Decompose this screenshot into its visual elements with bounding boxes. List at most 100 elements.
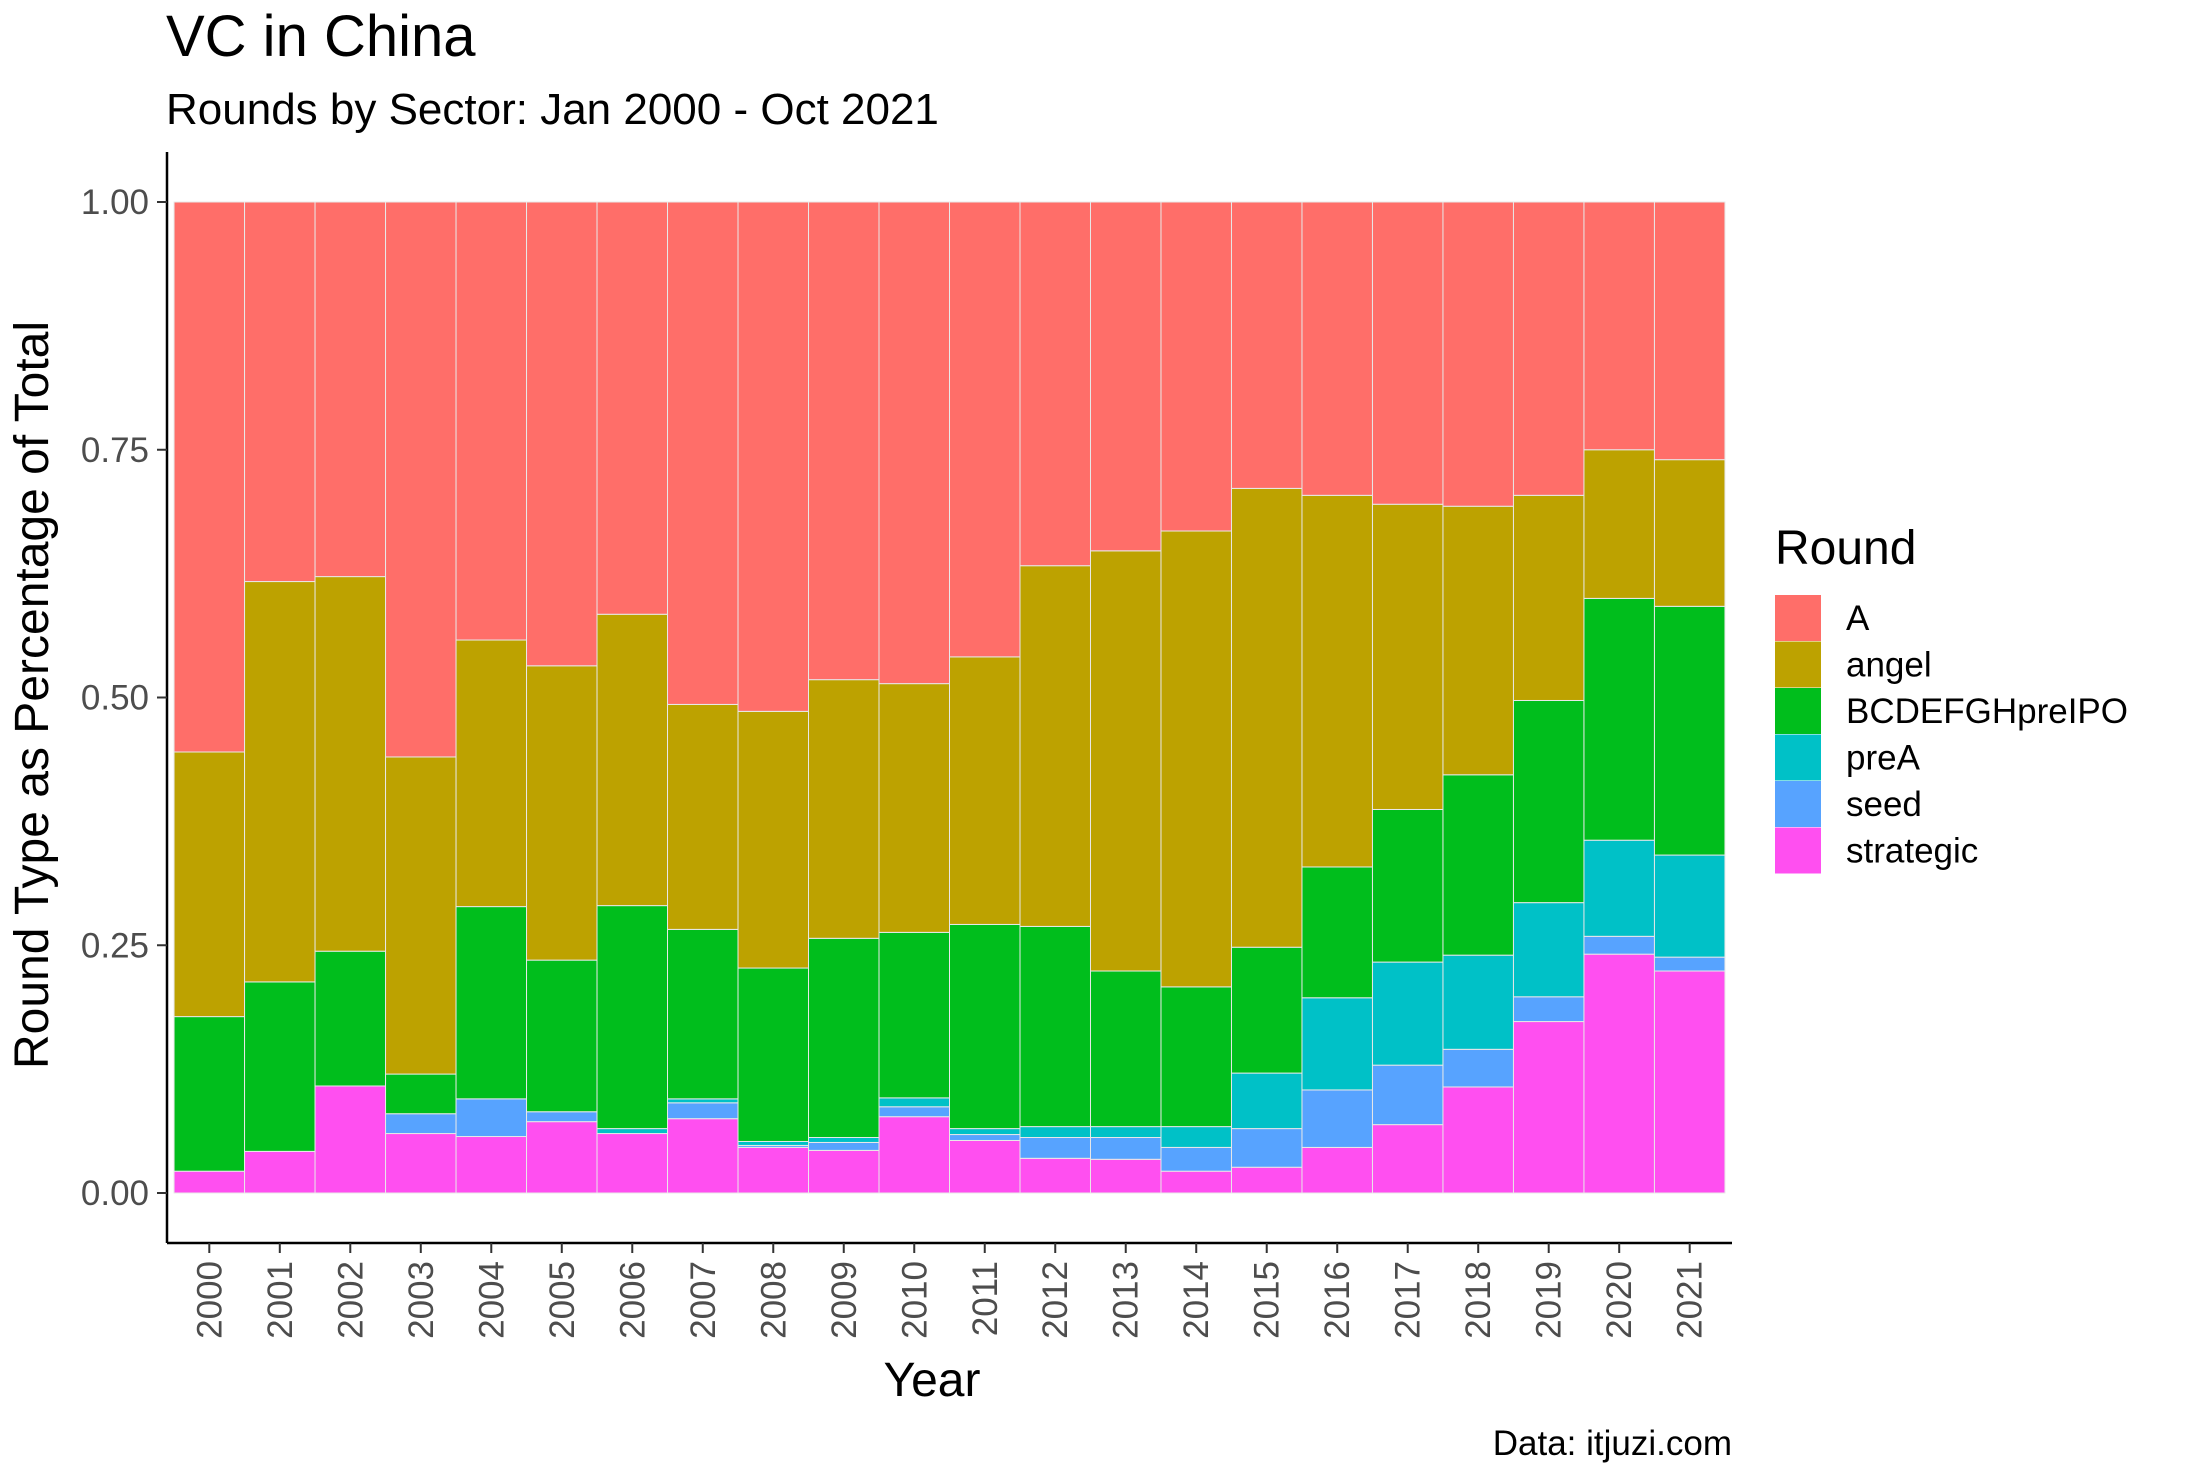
- bar-segment-2016-BCDEFGHpreIPO: [1301, 866, 1373, 999]
- bar-segment-2021-BCDEFGHpreIPO: [1653, 605, 1726, 856]
- bar-segment-2012-A: [1019, 201, 1091, 567]
- bar-segment-2017-preA: [1371, 961, 1444, 1066]
- chart-title: VC in China: [166, 4, 476, 69]
- legend-swatch-A: [1775, 595, 1821, 641]
- bar-segment-2011-angel: [949, 656, 1021, 925]
- bar-segment-2015-A: [1230, 201, 1303, 489]
- bar-segment-2014-BCDEFGHpreIPO: [1160, 986, 1232, 1128]
- x-tick-label-2008: 2008: [754, 1261, 793, 1339]
- x-tick-label-2004: 2004: [472, 1261, 511, 1339]
- x-tick-label-2007: 2007: [684, 1261, 723, 1339]
- bar-segment-2011-strategic: [949, 1139, 1021, 1194]
- bar-segment-2018-seed: [1442, 1048, 1514, 1088]
- x-tick-label-2020: 2020: [1600, 1261, 1639, 1339]
- bar-segment-2000-A: [173, 201, 246, 753]
- bar-segment-2019-strategic: [1512, 1021, 1585, 1194]
- bar-segment-2016-strategic: [1301, 1146, 1373, 1194]
- bar-segment-2000-angel: [173, 751, 246, 1018]
- bar-segment-2016-preA: [1301, 997, 1373, 1091]
- bar-segment-2002-angel: [314, 576, 387, 952]
- bar-segment-2013-angel: [1089, 550, 1162, 972]
- bar-segment-2014-strategic: [1160, 1170, 1232, 1194]
- bar-segment-2002-A: [314, 201, 387, 578]
- bar-segment-2005-A: [526, 201, 598, 667]
- bar-segment-2005-strategic: [526, 1121, 598, 1194]
- bar-segment-2020-A: [1583, 201, 1655, 451]
- bar-segment-2011-BCDEFGHpreIPO: [949, 923, 1021, 1130]
- x-tick-label-2011: 2011: [966, 1261, 1005, 1336]
- legend-swatch-seed: [1775, 781, 1821, 827]
- bar-segment-2013-strategic: [1089, 1158, 1162, 1194]
- bar-segment-2004-seed: [455, 1098, 528, 1138]
- bar-segment-2015-angel: [1230, 487, 1303, 948]
- bar-segment-2017-seed: [1371, 1064, 1444, 1126]
- bar-segment-2005-angel: [526, 665, 598, 961]
- x-tick-label-2013: 2013: [1107, 1261, 1146, 1339]
- bar-segment-2020-preA: [1583, 839, 1655, 937]
- x-tick-label-2000: 2000: [190, 1261, 229, 1339]
- bar-segment-2016-seed: [1301, 1089, 1373, 1148]
- bar-segment-2007-preA: [667, 1098, 739, 1104]
- bar-segment-2003-strategic: [385, 1133, 457, 1194]
- bar-segment-2004-angel: [455, 639, 528, 908]
- legend-label-angel: angel: [1846, 646, 1932, 685]
- y-axis-title: Round Type as Percentage of Total: [6, 321, 59, 1069]
- bar-segment-2002-BCDEFGHpreIPO: [314, 950, 387, 1087]
- bar-segment-2021-preA: [1653, 854, 1726, 958]
- bar-segment-2015-seed: [1230, 1128, 1303, 1168]
- bar-segment-2004-BCDEFGHpreIPO: [455, 906, 528, 1100]
- legend-label-A: A: [1846, 599, 1870, 638]
- chart-subtitle: Rounds by Sector: Jan 2000 - Oct 2021: [166, 85, 939, 134]
- bar-segment-2015-preA: [1230, 1072, 1303, 1130]
- bar-segment-2017-BCDEFGHpreIPO: [1371, 808, 1444, 963]
- bar-segment-2010-seed: [878, 1106, 950, 1118]
- bar-segment-2011-A: [949, 201, 1021, 658]
- bar-segment-2006-BCDEFGHpreIPO: [596, 905, 669, 1130]
- bar-segment-2000-strategic: [173, 1170, 246, 1194]
- x-tick-label-2017: 2017: [1389, 1261, 1428, 1339]
- x-tick-label-2021: 2021: [1671, 1261, 1710, 1339]
- chart-caption: Data: itjuzi.com: [1493, 1424, 1732, 1463]
- bar-segment-2001-angel: [244, 581, 316, 983]
- bar-segment-2003-A: [385, 201, 457, 758]
- x-tick-label-2012: 2012: [1036, 1261, 1075, 1339]
- bar-segment-2006-A: [596, 201, 669, 615]
- bar-segment-2018-strategic: [1442, 1086, 1514, 1194]
- x-tick-label-2006: 2006: [613, 1261, 652, 1339]
- bar-segment-2013-A: [1089, 201, 1162, 552]
- bar-segment-2018-angel: [1442, 505, 1514, 776]
- legend-label-strategic: strategic: [1846, 832, 1978, 871]
- bar-segment-2009-angel: [808, 679, 880, 939]
- legend-label-preA: preA: [1846, 739, 1921, 778]
- bar-segment-2012-strategic: [1019, 1157, 1091, 1194]
- bar-segment-2018-preA: [1442, 954, 1514, 1050]
- bar-segment-2008-BCDEFGHpreIPO: [737, 967, 810, 1142]
- x-tick-label-2018: 2018: [1459, 1261, 1498, 1339]
- bar-segment-2008-strategic: [737, 1146, 810, 1194]
- x-tick-label-2019: 2019: [1530, 1261, 1569, 1339]
- bar-segment-2017-A: [1371, 201, 1444, 505]
- bar-segment-2008-preA: [737, 1140, 810, 1146]
- bar-segment-2001-A: [244, 201, 316, 583]
- bar-segment-2009-preA: [808, 1137, 880, 1143]
- bar-segment-2020-seed: [1583, 935, 1655, 955]
- y-tick-label: 0.25: [81, 926, 149, 965]
- legend-title: Round: [1775, 522, 1916, 575]
- bar-segment-2007-angel: [667, 703, 739, 930]
- bar-segment-2017-angel: [1371, 503, 1444, 810]
- bar-segment-2011-seed: [949, 1134, 1021, 1141]
- bar-segment-2004-strategic: [455, 1136, 528, 1194]
- x-axis: 2000 2001 2002 2003 2004 2005 2006 2007 2008 2009…: [167, 1241, 1732, 1339]
- bar-segment-2019-angel: [1512, 494, 1585, 701]
- bar-segment-2021-A: [1653, 201, 1726, 461]
- bar-segment-2006-preA: [596, 1128, 669, 1135]
- bar-segment-2016-angel: [1301, 494, 1373, 868]
- x-tick-label-2002: 2002: [331, 1261, 370, 1339]
- bar-segment-2003-angel: [385, 756, 457, 1075]
- bar-segment-2008-A: [737, 201, 810, 712]
- bar-segment-2004-A: [455, 201, 528, 641]
- bar-segment-2013-BCDEFGHpreIPO: [1089, 970, 1162, 1128]
- bar-segment-2020-angel: [1583, 449, 1655, 599]
- x-tick-label-2001: 2001: [261, 1261, 300, 1339]
- bar-segment-2013-seed: [1089, 1137, 1162, 1160]
